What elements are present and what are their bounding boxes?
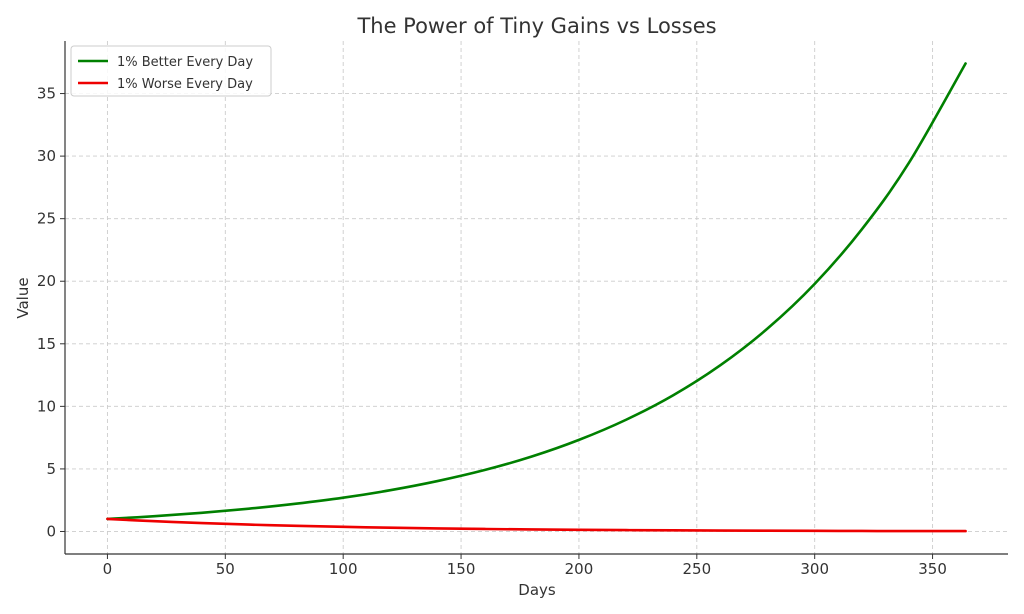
legend-box (70, 45, 272, 97)
y-tick-label: 0 (46, 522, 56, 540)
x-tick-label: 50 (216, 560, 235, 578)
grid (65, 41, 1008, 554)
legend-label-1: 1% Worse Every Day (117, 77, 253, 92)
y-tick-label: 25 (37, 210, 56, 228)
y-tick-label: 30 (37, 147, 56, 165)
y-tick-label: 35 (37, 85, 56, 103)
y-tick-label: 10 (37, 397, 56, 415)
x-tick-label: 350 (918, 560, 947, 578)
x-ticks: 0 50 100 150 200 250 300 350 (103, 554, 947, 578)
x-tick-label: 300 (800, 560, 829, 578)
y-ticks: 0 5 10 15 20 25 30 35 (37, 85, 65, 540)
y-tick-label: 15 (37, 335, 56, 353)
y-tick-label: 5 (46, 460, 56, 478)
x-tick-label: 250 (682, 560, 711, 578)
series-line-1 (106, 517, 967, 533)
y-axis-label: Value (14, 277, 32, 318)
x-axis-label: Days (518, 581, 556, 599)
legend-label-0: 1% Better Every Day (117, 55, 253, 70)
series-lines (106, 62, 967, 533)
axes (64, 41, 1008, 555)
x-tick-label: 100 (329, 560, 358, 578)
x-tick-label: 150 (447, 560, 476, 578)
x-tick-label: 0 (103, 560, 113, 578)
legend: 1% Better Every Day 1% Worse Every Day (70, 45, 272, 97)
series-line-0 (106, 62, 967, 521)
chart-title: The Power of Tiny Gains vs Losses (356, 14, 716, 38)
y-tick-label: 20 (37, 272, 56, 290)
x-tick-label: 200 (565, 560, 594, 578)
